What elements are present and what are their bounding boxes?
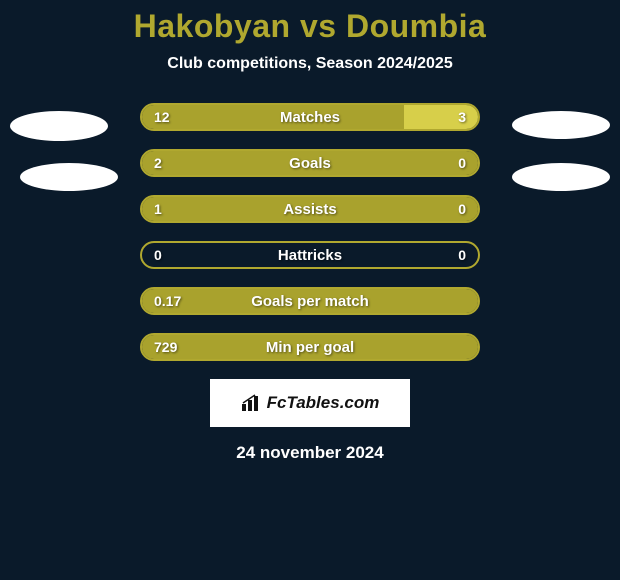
stat-row: 0Hattricks0 <box>140 241 480 269</box>
stat-value-left: 0 <box>154 243 162 267</box>
stat-row: 729Min per goal <box>140 333 480 361</box>
stat-row: 2Goals0 <box>140 149 480 177</box>
stat-row: 12Matches3 <box>140 103 480 131</box>
stat-label: Hattricks <box>142 243 478 267</box>
brand-text: FcTables.com <box>267 393 380 413</box>
player-left-oval-1 <box>10 111 108 141</box>
stat-rows: 12Matches3 2Goals0 1Assists0 0Hattricks0 0.1… <box>140 103 480 361</box>
bar-right <box>404 105 478 129</box>
player-right-oval-1 <box>512 111 610 139</box>
bar-left <box>142 289 478 313</box>
bar-left <box>142 335 478 359</box>
chart-icon <box>241 394 261 412</box>
stat-value-right: 0 <box>458 243 466 267</box>
bar-left <box>142 151 478 175</box>
page-subtitle: Club competitions, Season 2024/2025 <box>0 55 620 73</box>
brand-badge: FcTables.com <box>210 379 410 427</box>
bar-left <box>142 105 404 129</box>
page-title: Hakobyan vs Doumbia <box>0 0 620 45</box>
stat-row: 1Assists0 <box>140 195 480 223</box>
stat-row: 0.17Goals per match <box>140 287 480 315</box>
player-right-oval-2 <box>512 163 610 191</box>
player-left-oval-2 <box>20 163 118 191</box>
comparison-chart: 12Matches3 2Goals0 1Assists0 0Hattricks0 0.1… <box>0 103 620 361</box>
bar-left <box>142 197 478 221</box>
footer-date: 24 november 2024 <box>0 443 620 463</box>
